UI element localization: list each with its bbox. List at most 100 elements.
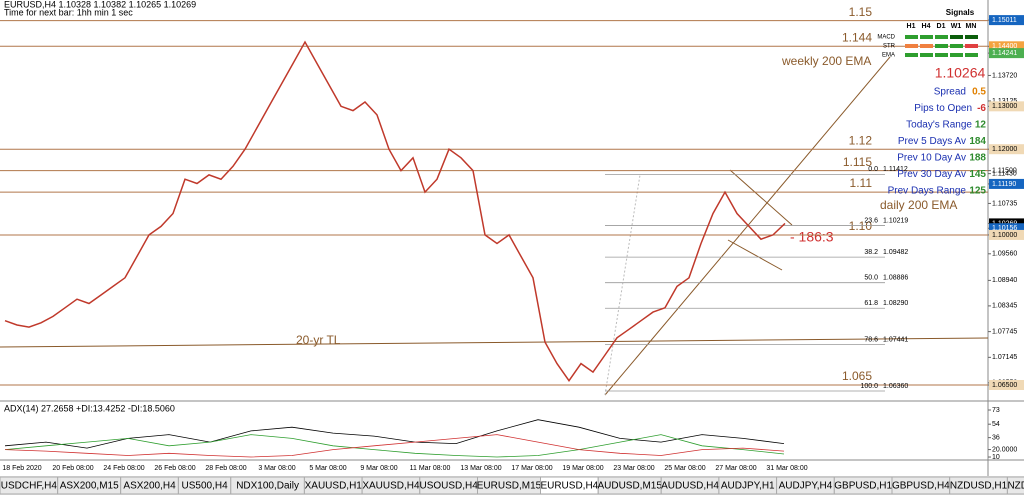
level-label: 1.115 bbox=[843, 155, 872, 169]
fib-price: 1.08886 bbox=[883, 275, 908, 282]
axis-label: 1.09560 bbox=[992, 251, 1017, 258]
tab[interactable]: GBPUSD,H4 bbox=[892, 481, 950, 492]
level-label: 1.10 bbox=[849, 219, 873, 233]
stat-value: 188 bbox=[969, 153, 986, 164]
annotation: weekly 200 EMA bbox=[781, 54, 871, 68]
signal-cell bbox=[965, 44, 978, 48]
signals-row: EMA bbox=[882, 53, 895, 59]
signal-cell bbox=[905, 44, 918, 48]
date-label: 18 Feb 2020 bbox=[2, 465, 41, 472]
fib-level: 50.0 bbox=[864, 275, 878, 282]
adx-tick-label: 54 bbox=[992, 421, 1000, 428]
signal-cell bbox=[965, 35, 978, 39]
date-label: 25 Mar 08:00 bbox=[664, 465, 705, 472]
stat-value: -6 bbox=[977, 103, 986, 114]
price-tag bbox=[989, 15, 1024, 26]
date-label: 27 Mar 08:00 bbox=[715, 465, 756, 472]
adx-tick-label: 73 bbox=[992, 407, 1000, 414]
tab[interactable]: EURUSD,M15 bbox=[477, 481, 542, 492]
annotation: daily 200 EMA bbox=[880, 198, 957, 212]
level-label: 1.065 bbox=[842, 369, 872, 383]
date-label: 23 Mar 08:00 bbox=[613, 465, 654, 472]
tab[interactable]: USOUSD,H4 bbox=[419, 481, 478, 492]
stat-label: Prev 5 Days Av bbox=[898, 136, 966, 147]
tab[interactable]: XAUUSD,H4 bbox=[362, 481, 420, 492]
tab[interactable]: NZDUSD bbox=[1007, 481, 1024, 492]
stat-label: Prev 30 Day Av bbox=[897, 169, 966, 180]
axis-label: 1.08940 bbox=[992, 277, 1017, 284]
adx-title: ADX(14) 27.2658 +DI:13.4252 -DI:18.5060 bbox=[4, 403, 175, 413]
signals-col: MN bbox=[966, 23, 977, 30]
tab[interactable]: AUDUSD,M15 bbox=[597, 481, 662, 492]
fib-anchor bbox=[604, 174, 641, 396]
price-tag bbox=[989, 101, 1024, 112]
date-label: 20 Feb 08:00 bbox=[52, 465, 93, 472]
signals-col: W1 bbox=[951, 23, 962, 30]
signal-cell bbox=[920, 53, 933, 57]
signal-cell bbox=[905, 53, 918, 57]
axis-label: 1.13720 bbox=[992, 72, 1017, 79]
price-tag bbox=[989, 229, 1024, 240]
trendline bbox=[604, 56, 891, 396]
price-tag bbox=[989, 48, 1024, 59]
tab[interactable]: NZDUSD,H1 bbox=[950, 481, 1008, 492]
stat-label: Prev Days Range bbox=[888, 186, 967, 197]
stat-value: 0.5 bbox=[972, 87, 986, 98]
fib-level: 61.8 bbox=[864, 300, 878, 307]
price-line bbox=[4, 40, 786, 383]
axis-label: 1.14241 bbox=[992, 50, 1017, 57]
signals-col: H4 bbox=[922, 23, 931, 30]
stat-label: Prev 10 Day Av bbox=[897, 153, 966, 164]
stat-value: 125 bbox=[969, 186, 986, 197]
axis-label: 1.10735 bbox=[992, 200, 1017, 207]
tab[interactable]: US500,H4 bbox=[182, 481, 229, 492]
axis-label: 1.14400 bbox=[992, 43, 1017, 50]
tab[interactable]: AUDUSD,H4 bbox=[661, 481, 719, 492]
tab-bg bbox=[1006, 476, 1024, 495]
axis-label: 1.07145 bbox=[992, 354, 1017, 361]
signal-cell bbox=[950, 44, 963, 48]
tab[interactable]: USDCHF,H4 bbox=[1, 481, 58, 492]
fib-level: 38.2 bbox=[864, 249, 878, 256]
fib-price: 1.06360 bbox=[883, 383, 908, 390]
tab[interactable]: AUDJPY,H1 bbox=[721, 481, 775, 492]
tab[interactable]: AUDJPY,H4 bbox=[779, 481, 833, 492]
date-label: 31 Mar 08:00 bbox=[766, 465, 807, 472]
stat-label: Spread bbox=[934, 87, 966, 98]
stat-value: 12 bbox=[975, 120, 987, 131]
tab[interactable]: ASX200,M15 bbox=[60, 481, 119, 492]
level-label: 1.144 bbox=[842, 30, 872, 44]
tab[interactable]: GBPUSD,H1 bbox=[834, 481, 892, 492]
price-tag bbox=[989, 178, 1024, 189]
signal-cell bbox=[965, 53, 978, 57]
header-symbol: EURUSD,H4 1.10328 1.10382 1.10265 1.1026… bbox=[4, 0, 196, 9]
date-label: 5 Mar 08:00 bbox=[309, 465, 346, 472]
stat-value: 145 bbox=[969, 169, 986, 180]
axis-label: 1.10000 bbox=[992, 232, 1017, 239]
tab[interactable]: NDX100,Daily bbox=[236, 481, 299, 492]
channel-line bbox=[727, 239, 783, 271]
date-label: 28 Feb 08:00 bbox=[205, 465, 246, 472]
fib-price: 1.08290 bbox=[883, 300, 908, 307]
axis-label: 1.11500 bbox=[992, 167, 1017, 174]
adx-line bbox=[4, 434, 785, 458]
adx-tick-label: 20.0000 bbox=[992, 446, 1017, 453]
axis-label: 1.12000 bbox=[992, 146, 1017, 153]
current-price: 1.10264 bbox=[935, 65, 986, 81]
axis-label: 1.06500 bbox=[992, 382, 1017, 389]
axis-label: 1.10156 bbox=[992, 225, 1017, 232]
axis-label: 1.13000 bbox=[992, 103, 1017, 110]
date-label: 24 Feb 08:00 bbox=[103, 465, 144, 472]
channel-line bbox=[729, 169, 793, 226]
signal-cell bbox=[935, 44, 948, 48]
fib-price: 1.11412 bbox=[883, 166, 908, 173]
tab[interactable]: EURUSD,H4 bbox=[540, 481, 598, 492]
adx-line bbox=[4, 434, 785, 458]
tab[interactable]: ASX200,H4 bbox=[123, 481, 176, 492]
annotation: - 186:3 bbox=[790, 229, 834, 245]
signals-title: Signals bbox=[946, 8, 975, 17]
fib-price: 1.07441 bbox=[883, 336, 908, 343]
fib-price: 1.09482 bbox=[883, 249, 908, 256]
tab[interactable]: XAUUSD,H1 bbox=[305, 481, 363, 492]
